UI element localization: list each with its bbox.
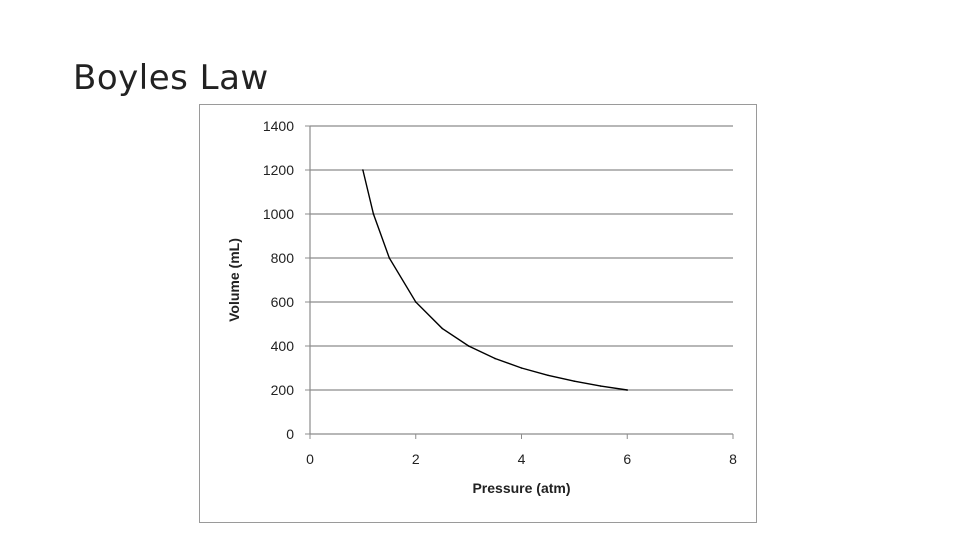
x-tick-label-4: 4 [518, 451, 526, 467]
x-tick-label-0: 0 [306, 451, 314, 467]
series-point-0-0 [362, 169, 364, 171]
tick-labels: 0 200 400 600 800 1000 1200 1400 0 2 4 6 8 [263, 118, 737, 467]
series-point-0-3 [414, 301, 417, 303]
x-axis-title: Pressure (atm) [472, 480, 570, 496]
chart-frame: 0 200 400 600 800 1000 1200 1400 0 2 4 6 8 Pressure … [199, 104, 757, 523]
slide-title: Boyles Law [73, 58, 269, 98]
y-tick-label-0: 0 [286, 426, 294, 442]
series-point-0-6 [494, 357, 496, 360]
series-point-0-2 [388, 257, 391, 259]
series-point-0-4 [441, 327, 443, 330]
y-tick-label-600: 600 [271, 294, 295, 310]
series-line-0 [362, 169, 628, 391]
x-tick-label-2: 2 [412, 451, 420, 467]
series-layer [362, 169, 629, 391]
boyles-law-chart: 0 200 400 600 800 1000 1200 1400 0 2 4 6 8 Pressure … [226, 118, 737, 496]
y-axis-title: Volume (mL) [226, 238, 242, 322]
series-point-0-1 [372, 213, 375, 215]
series-point-0-7 [520, 367, 523, 369]
gridlines [310, 125, 733, 391]
series-point-0-10 [600, 385, 602, 387]
series-point-0-8 [547, 374, 549, 377]
y-tick-label-1400: 1400 [263, 118, 294, 134]
y-tick-label-800: 800 [271, 250, 295, 266]
y-tick-label-1000: 1000 [263, 206, 294, 222]
y-tick-label-1200: 1200 [263, 162, 294, 178]
x-tick-label-8: 8 [729, 451, 737, 467]
series-point-0-5 [467, 345, 470, 347]
y-tick-label-400: 400 [271, 338, 295, 354]
axes [305, 125, 734, 439]
series-point-0-9 [573, 380, 576, 383]
x-tick-label-6: 6 [623, 451, 631, 467]
y-tick-label-200: 200 [271, 382, 295, 398]
series-point-0-11 [626, 389, 629, 391]
